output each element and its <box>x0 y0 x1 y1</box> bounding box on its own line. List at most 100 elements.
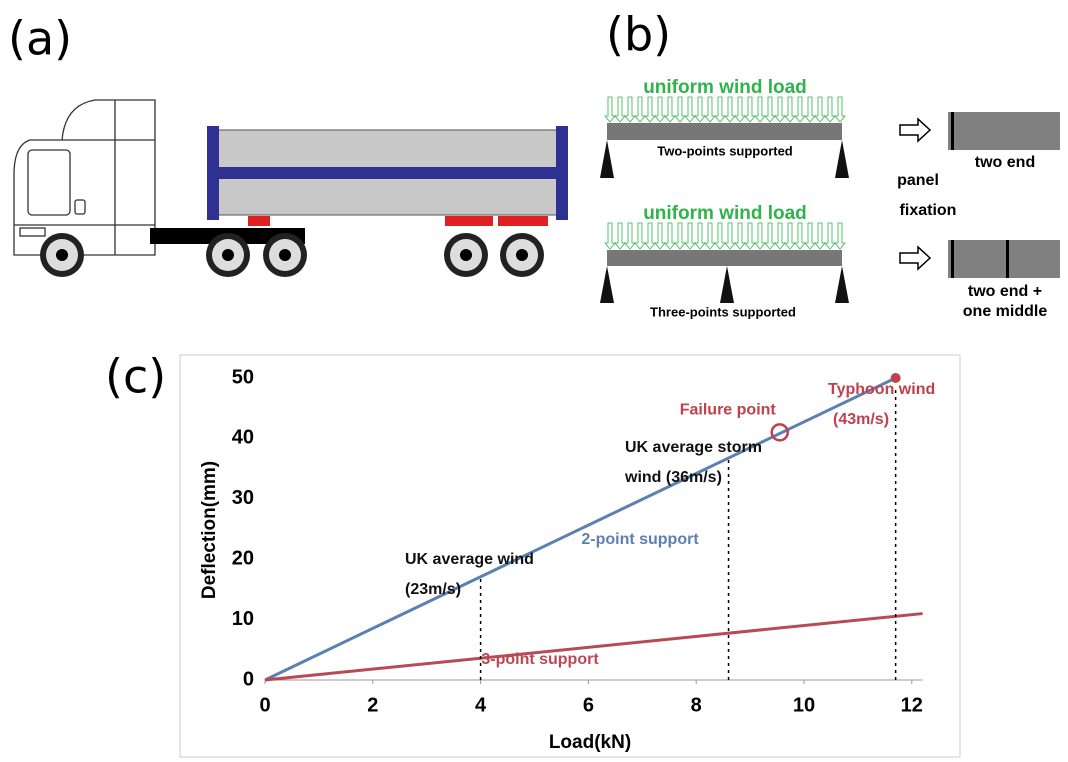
wind-arrow <box>604 222 616 250</box>
wind-arrow <box>674 96 686 123</box>
annotation: (23m/s) <box>405 581 461 598</box>
series-line <box>264 612 923 682</box>
wind-arrow <box>734 222 746 250</box>
wind-arrow <box>814 96 826 123</box>
wind-arrow <box>744 222 756 250</box>
load-label: uniform wind load <box>643 77 807 98</box>
wind-arrow <box>724 222 736 250</box>
wind-arrow <box>784 96 796 123</box>
wind-arrow <box>664 96 676 123</box>
chart-frame <box>179 354 961 758</box>
beam <box>607 123 842 140</box>
annotation: wind (36m/s) <box>624 469 722 486</box>
trailer-frame <box>207 126 568 220</box>
x-tick-label: 2 <box>367 694 378 716</box>
failure-marker <box>770 423 789 442</box>
annotation: Typhoon wind <box>828 381 935 398</box>
y-axis-label: Deflection(mm) <box>199 461 220 599</box>
y-tick-label: 0 <box>243 668 254 690</box>
y-tick-label: 20 <box>232 547 254 569</box>
truck <box>13 99 156 256</box>
fixation-line <box>951 240 954 278</box>
wind-arrow <box>654 222 666 250</box>
wind-arrow <box>724 96 736 123</box>
x-tick-label: 12 <box>901 694 923 716</box>
wind-arrow <box>714 222 726 250</box>
wind-arrow <box>684 96 696 123</box>
wind-arrow <box>734 96 746 123</box>
mounts <box>248 216 548 226</box>
annotation: (43m/s) <box>833 411 889 428</box>
fixation-caption: one middle <box>963 303 1048 320</box>
wind-arrow <box>714 96 726 123</box>
panel-fixation <box>948 112 1060 150</box>
wind-arrow <box>804 96 816 123</box>
wind-arrow <box>754 96 766 123</box>
load-label: uniform wind load <box>643 203 807 224</box>
wind-arrow <box>644 96 656 123</box>
x-tick-label: 6 <box>583 694 594 716</box>
wind-arrow <box>614 96 626 123</box>
wind-arrow <box>764 96 776 123</box>
panel-fixation <box>948 240 1060 278</box>
y-tick-label: 40 <box>232 427 254 449</box>
arrow <box>899 117 932 271</box>
wind-arrows <box>604 96 846 123</box>
wind-arrow <box>834 222 846 250</box>
wind-arrow <box>754 222 766 250</box>
x-axis-label: Load(kN) <box>549 732 631 753</box>
x-tick-label: 10 <box>793 694 815 716</box>
wind-arrows <box>604 222 846 250</box>
series-label: 3-point support <box>481 651 599 668</box>
series-label: 2-point support <box>581 531 699 548</box>
wind-arrow <box>704 96 716 123</box>
typhoon-point <box>890 373 901 383</box>
annotation: UK average storm <box>625 439 762 456</box>
annotation: UK average wind <box>405 551 534 568</box>
wind-arrow <box>634 222 646 250</box>
beam-caption: Three-points supported <box>650 304 796 319</box>
wind-arrow <box>794 96 806 123</box>
wind-arrow <box>824 222 836 250</box>
wind-arrow <box>764 222 776 250</box>
wind-arrow <box>824 96 836 123</box>
y-tick-label: 50 <box>232 366 254 388</box>
wind-arrow <box>674 222 686 250</box>
x-tick-label: 4 <box>475 694 487 716</box>
wind-arrow <box>834 96 846 123</box>
x-tick-label: 8 <box>691 694 702 716</box>
y-tick-label: 30 <box>232 487 254 509</box>
annotation: Failure point <box>680 402 777 419</box>
supports <box>600 266 849 303</box>
wind-arrow <box>624 96 636 123</box>
wheels <box>40 233 544 277</box>
beam-caption: Two-points supported <box>657 143 793 158</box>
wind-arrow <box>694 222 706 250</box>
wind-arrow <box>704 222 716 250</box>
x-tick-label: 0 <box>259 694 270 716</box>
wind-arrow <box>654 96 666 123</box>
wind-arrow <box>634 96 646 123</box>
fixation-caption: two end <box>975 154 1035 171</box>
wind-arrow <box>644 222 656 250</box>
panel-label: (b) <box>606 8 671 62</box>
y-tick-label: 10 <box>232 608 254 630</box>
wind-arrow <box>694 96 706 123</box>
wind-arrow <box>784 222 796 250</box>
fixation-title: fixation <box>900 202 957 219</box>
wind-arrow <box>794 222 806 250</box>
fixation-line <box>1006 240 1009 278</box>
panel-label: (a) <box>8 12 72 66</box>
wind-arrow <box>804 222 816 250</box>
wind-arrow <box>814 222 826 250</box>
wind-arrow <box>604 96 616 123</box>
wind-arrow <box>624 222 636 250</box>
panel-label: (c) <box>105 350 166 404</box>
wind-arrow <box>774 222 786 250</box>
series-line <box>264 376 897 682</box>
fixation-title: panel <box>897 172 939 189</box>
fixation-caption: two end + <box>968 283 1042 300</box>
wind-arrow <box>744 96 756 123</box>
fixation-line <box>951 112 954 150</box>
